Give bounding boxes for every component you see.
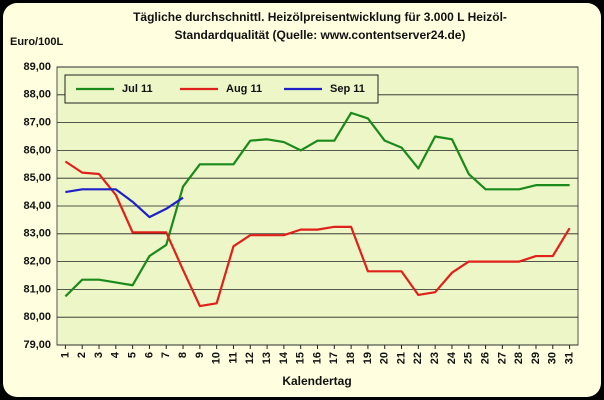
x-tick-label: 13 — [261, 352, 273, 364]
x-tick-label: 10 — [211, 352, 223, 364]
x-tick-label: 5 — [127, 352, 139, 358]
x-tick-label: 20 — [379, 352, 391, 364]
y-tick-label: 84,00 — [23, 200, 51, 212]
x-tick-label: 22 — [412, 352, 424, 364]
x-tick-label: 31 — [564, 352, 576, 364]
x-tick-label: 2 — [76, 352, 88, 358]
x-tick-label: 17 — [328, 352, 340, 364]
y-tick-label: 87,00 — [23, 117, 51, 129]
legend-label: Jul 11 — [122, 83, 153, 95]
x-tick-label: 26 — [479, 352, 491, 364]
x-tick-label: 28 — [513, 352, 525, 364]
legend-label: Aug 11 — [226, 83, 262, 95]
x-tick-label: 9 — [194, 352, 206, 358]
x-tick-label: 21 — [395, 352, 407, 364]
y-tick-label: 79,00 — [23, 339, 51, 351]
legend-label: Sep 11 — [330, 83, 365, 95]
x-axis-label: Kalendertag — [282, 374, 351, 388]
y-tick-label: 83,00 — [23, 228, 51, 240]
y-tick-label: 81,00 — [23, 283, 51, 295]
x-tick-label: 11 — [227, 352, 239, 364]
x-tick-label: 30 — [547, 352, 559, 364]
x-tick-label: 24 — [446, 351, 458, 364]
x-tick-label: 29 — [530, 352, 542, 364]
x-tick-label: 14 — [278, 351, 290, 364]
y-tick-label: 85,00 — [23, 172, 51, 184]
y-tick-label: 80,00 — [23, 311, 51, 323]
x-tick-label: 19 — [362, 352, 374, 364]
x-tick-label: 4 — [110, 351, 122, 358]
legend-box — [64, 74, 379, 104]
y-axis-label: Euro/100L — [10, 36, 63, 48]
x-tick-label: 25 — [463, 352, 475, 364]
series-line — [64, 111, 570, 298]
x-tick-label: 1 — [59, 352, 71, 358]
chart-title: Tägliche durchschnittl. Heizölpreisentwi… — [133, 10, 507, 24]
x-tick-label: 6 — [143, 352, 155, 358]
y-tick-label: 82,00 — [23, 256, 51, 268]
x-tick-label: 3 — [93, 352, 105, 358]
x-tick-label: 7 — [160, 352, 172, 358]
y-tick-label: 88,00 — [23, 89, 51, 101]
x-tick-label: 15 — [295, 352, 307, 364]
y-tick-label: 89,00 — [23, 61, 51, 73]
series-line — [64, 160, 571, 308]
x-tick-label: 16 — [311, 352, 323, 364]
x-tick-label: 18 — [345, 352, 357, 364]
y-tick-label: 86,00 — [23, 144, 51, 156]
x-tick-label: 23 — [429, 352, 441, 364]
series-line — [65, 188, 184, 219]
chart-title: Standardqualität (Quelle: www.contentser… — [175, 28, 466, 42]
x-tick-label: 12 — [244, 352, 256, 364]
x-tick-label: 8 — [177, 352, 189, 358]
x-tick-label: 27 — [496, 352, 508, 364]
